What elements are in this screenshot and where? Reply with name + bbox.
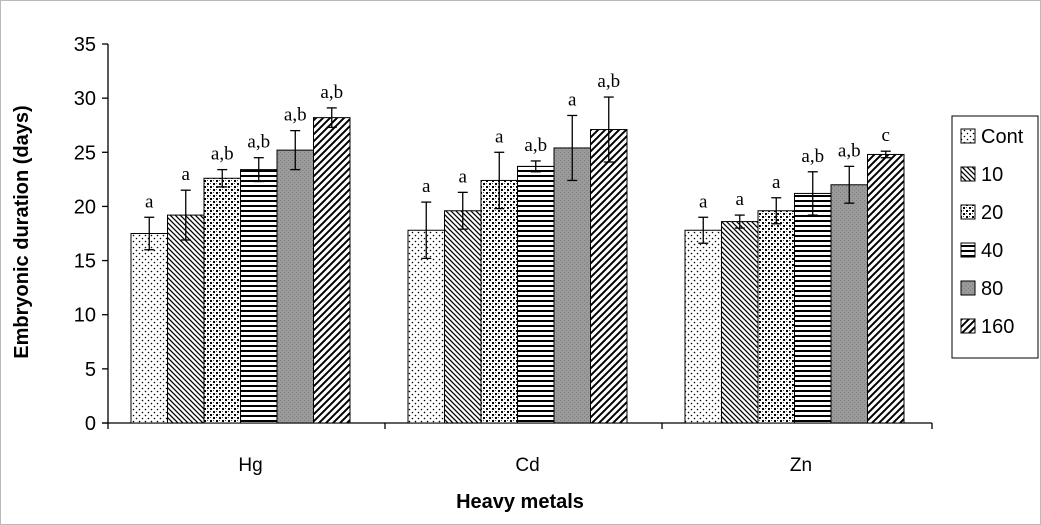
bar xyxy=(721,221,759,424)
y-tick-label: 25 xyxy=(74,142,96,164)
significance-label: a xyxy=(772,172,781,193)
bar xyxy=(130,233,168,424)
significance-label: c xyxy=(882,125,890,146)
significance-label: a,b xyxy=(284,105,307,126)
x-category-label: Cd xyxy=(515,455,539,476)
y-axis-title: Embryonic duration (days) xyxy=(11,105,33,358)
significance-label: a xyxy=(699,191,708,212)
bar xyxy=(203,177,241,424)
legend-swatch xyxy=(960,242,976,258)
significance-label: a,b xyxy=(597,71,620,92)
bar xyxy=(757,210,795,424)
bar xyxy=(517,165,555,424)
bar xyxy=(590,129,628,424)
bar xyxy=(794,192,832,424)
significance-label: a xyxy=(182,164,191,185)
significance-label: a xyxy=(495,126,504,147)
legend-swatch xyxy=(960,318,976,334)
significance-label: a,b xyxy=(801,146,824,167)
bar xyxy=(167,214,205,424)
bar xyxy=(480,179,518,424)
x-axis-title: Heavy metals xyxy=(456,491,584,513)
bar xyxy=(867,153,905,424)
y-tick-label: 30 xyxy=(74,88,96,110)
significance-label: a,b xyxy=(838,140,861,161)
y-tick-label: 0 xyxy=(85,413,96,435)
legend-swatch xyxy=(960,204,976,220)
y-tick-label: 20 xyxy=(74,196,96,218)
legend: Cont 10 20 40 80 160 xyxy=(951,115,1039,359)
legend-label: 20 xyxy=(981,202,1003,224)
error-bars-group xyxy=(144,96,891,260)
legend-label: 160 xyxy=(981,316,1014,338)
bar xyxy=(684,229,722,424)
y-tick-label: 15 xyxy=(74,251,96,273)
x-category-label: Zn xyxy=(790,455,812,476)
significance-labels-group: a a a a a a a,b a a a,b a,b a,b a,b a a,b a,b a,b c xyxy=(145,71,890,212)
significance-label: a,b xyxy=(247,132,270,153)
bars-group xyxy=(130,117,905,424)
legend-label: 80 xyxy=(981,278,1003,300)
y-tick-label: 5 xyxy=(85,359,96,381)
bar xyxy=(830,184,868,424)
legend-box xyxy=(951,115,1039,359)
significance-label: a,b xyxy=(320,82,343,103)
y-tick-label: 35 xyxy=(74,34,96,56)
significance-label: a,b xyxy=(524,135,547,156)
legend-swatch xyxy=(960,166,976,182)
bar xyxy=(313,117,351,424)
significance-label: a xyxy=(422,176,431,197)
significance-label: a xyxy=(736,189,745,210)
bar xyxy=(553,147,591,424)
x-category-label: Hg xyxy=(238,455,262,476)
significance-label: a xyxy=(145,191,154,212)
bar xyxy=(240,169,278,424)
bar xyxy=(276,149,314,424)
legend-label: 10 xyxy=(981,164,1003,186)
significance-label: a,b xyxy=(211,144,234,165)
legend-label: Cont xyxy=(981,126,1024,148)
bar xyxy=(407,229,445,424)
significance-label: a xyxy=(568,89,577,110)
legend-swatch xyxy=(960,280,976,296)
y-tick-label: 10 xyxy=(74,305,96,327)
bar xyxy=(444,210,482,424)
significance-label: a xyxy=(459,166,468,187)
legend-swatch xyxy=(960,128,976,144)
legend-label: 40 xyxy=(981,240,1003,262)
